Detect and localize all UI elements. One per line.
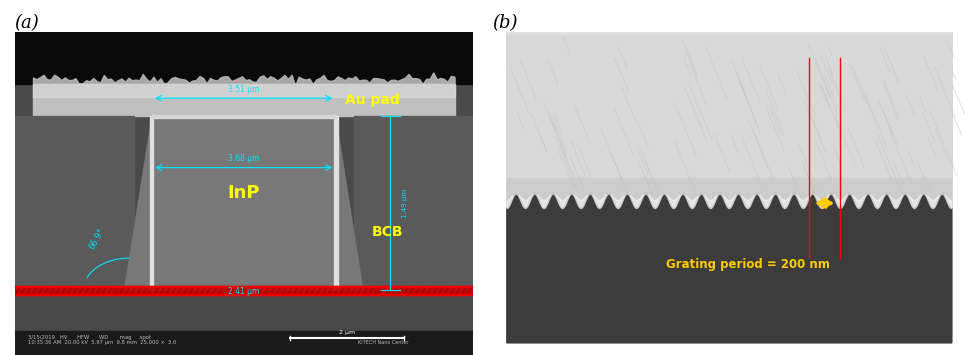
Bar bbox=[15, 286, 473, 295]
Bar bbox=[507, 32, 951, 193]
Text: 1.49 μm: 1.49 μm bbox=[402, 189, 408, 218]
Bar bbox=[150, 116, 153, 290]
Text: 3.51 μm: 3.51 μm bbox=[228, 85, 259, 94]
Text: (b): (b) bbox=[492, 14, 518, 32]
Text: KITECH Nano Center: KITECH Nano Center bbox=[359, 340, 409, 345]
Text: Au pad: Au pad bbox=[344, 93, 400, 107]
Bar bbox=[15, 294, 473, 295]
Bar bbox=[33, 84, 454, 97]
Text: 3.68 μm: 3.68 μm bbox=[228, 154, 259, 163]
Bar bbox=[15, 331, 473, 355]
Bar bbox=[15, 286, 473, 287]
Polygon shape bbox=[125, 116, 363, 290]
Bar bbox=[15, 290, 473, 355]
Bar bbox=[15, 116, 134, 290]
Text: Grating period = 200 nm: Grating period = 200 nm bbox=[666, 258, 830, 271]
Text: 2.41 μm: 2.41 μm bbox=[228, 287, 259, 296]
Text: 3/15/2019   HV      HFW      WD       mag     spot: 3/15/2019 HV HFW WD mag spot bbox=[28, 335, 151, 340]
Bar bbox=[152, 115, 335, 118]
Text: 66.9°: 66.9° bbox=[88, 226, 106, 251]
Bar bbox=[507, 35, 951, 177]
Text: InP: InP bbox=[227, 185, 260, 202]
Bar bbox=[33, 84, 454, 116]
Text: 2 μm: 2 μm bbox=[338, 330, 355, 335]
Text: (a): (a) bbox=[15, 14, 39, 32]
Text: 10:35:36 AM  20.00 kV  5.97 μm  9.8 mm  25,000 ×  3.0: 10:35:36 AM 20.00 kV 5.97 μm 9.8 mm 25,0… bbox=[28, 340, 176, 345]
Text: BCB: BCB bbox=[372, 225, 404, 239]
Bar bbox=[507, 32, 951, 113]
Bar bbox=[15, 32, 473, 84]
Bar bbox=[334, 116, 337, 290]
Bar bbox=[354, 116, 473, 290]
